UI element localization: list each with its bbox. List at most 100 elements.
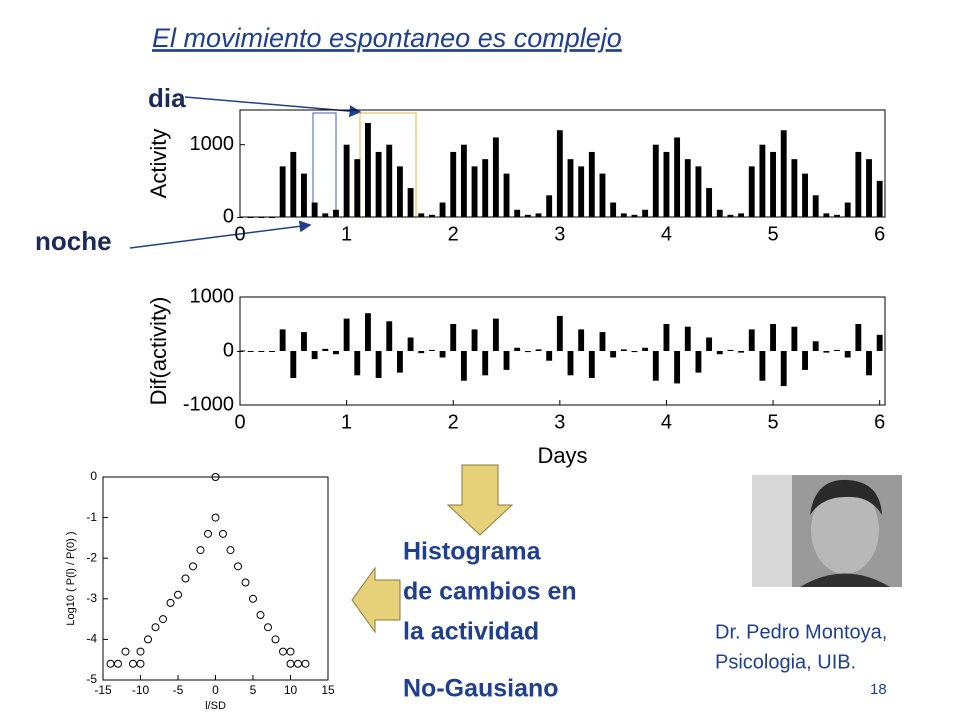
bar — [556, 315, 563, 351]
bar — [301, 173, 307, 217]
bar — [279, 329, 286, 351]
bar — [588, 151, 595, 217]
bar — [567, 159, 574, 217]
bar — [492, 318, 499, 351]
y-tick-label: -1000 — [183, 393, 234, 415]
bar — [354, 159, 361, 217]
bar — [428, 214, 435, 217]
bar — [258, 351, 265, 352]
y-tick-label: 0 — [90, 469, 97, 483]
bar — [727, 349, 734, 351]
bar — [770, 324, 776, 351]
x-tick-label: 0 — [212, 683, 219, 697]
bar — [588, 351, 595, 378]
bar — [791, 159, 798, 217]
bar — [599, 173, 606, 217]
bar — [748, 166, 755, 217]
bar — [301, 332, 307, 351]
bar — [407, 188, 414, 217]
bar — [823, 213, 830, 217]
x-tick-label: 15 — [321, 683, 335, 697]
y-tick-label: -1 — [86, 510, 97, 524]
x-tick-label: 5 — [767, 411, 778, 433]
bar — [706, 188, 713, 217]
bar — [237, 351, 243, 352]
bar — [780, 130, 787, 217]
x-tick-label: 3 — [554, 411, 565, 433]
bar — [460, 144, 467, 217]
day-label: dia — [148, 83, 186, 113]
credit-line: Psicologia, UIB. — [715, 651, 856, 673]
bar — [535, 213, 542, 217]
x-tick-label: 4 — [661, 411, 672, 433]
bar — [674, 137, 681, 217]
bar — [578, 166, 585, 217]
caption-line: la actividad — [403, 618, 539, 646]
bar — [716, 209, 723, 217]
bar — [610, 202, 617, 217]
x-tick-label: 1 — [341, 223, 352, 245]
bar — [396, 351, 403, 373]
left-arrow — [351, 566, 401, 634]
x-tick-label: 4 — [661, 223, 672, 245]
point — [279, 647, 287, 656]
bar — [375, 151, 382, 217]
bar — [546, 351, 553, 361]
bar — [524, 214, 531, 217]
plot-frame — [102, 476, 329, 681]
bar — [333, 351, 339, 355]
y-tick-label: -5 — [86, 672, 97, 686]
bar — [269, 351, 275, 352]
point — [196, 546, 205, 555]
credit-line: Dr. Pedro Montoya, — [715, 621, 887, 643]
point — [106, 659, 115, 668]
bar — [695, 166, 702, 217]
bar — [866, 351, 872, 376]
bar — [450, 151, 457, 217]
bar — [514, 347, 521, 351]
bar — [706, 337, 713, 351]
conclusion: No-Gausiano — [403, 675, 559, 703]
bar — [269, 217, 275, 218]
bar — [876, 334, 883, 351]
point — [211, 473, 220, 481]
bar — [343, 144, 350, 217]
point — [301, 659, 310, 668]
point — [286, 659, 295, 668]
bar — [503, 351, 510, 370]
point — [271, 635, 280, 644]
point — [211, 513, 220, 522]
bar — [663, 151, 670, 217]
bar — [802, 351, 808, 370]
x-tick-label: 5 — [250, 683, 257, 697]
page-number: 18 — [870, 681, 887, 698]
bar — [567, 351, 574, 376]
y-axis-label: Log10 ( P(l) / P(0) ) — [65, 531, 77, 625]
bar — [642, 209, 649, 217]
bar — [311, 351, 318, 360]
bar — [247, 217, 254, 218]
y-tick-label: -3 — [86, 591, 97, 605]
bar — [450, 324, 457, 351]
bar — [727, 214, 734, 217]
y-tick-label: 1000 — [190, 133, 235, 155]
bar — [823, 351, 830, 353]
bar — [471, 166, 478, 217]
bar — [524, 351, 531, 353]
point — [249, 594, 257, 603]
x-tick-label: 10 — [284, 683, 298, 697]
x-tick-label: 2 — [448, 411, 459, 433]
bar — [546, 195, 553, 217]
bar — [759, 144, 766, 217]
bar — [428, 349, 435, 351]
point — [286, 647, 295, 656]
bar — [652, 144, 659, 217]
bar — [237, 217, 243, 218]
bar — [738, 213, 745, 217]
bar — [375, 351, 382, 378]
x-tick-label: 1 — [341, 411, 352, 433]
bar — [503, 173, 510, 217]
point — [136, 647, 145, 656]
bar — [482, 351, 489, 376]
bar — [844, 351, 851, 358]
